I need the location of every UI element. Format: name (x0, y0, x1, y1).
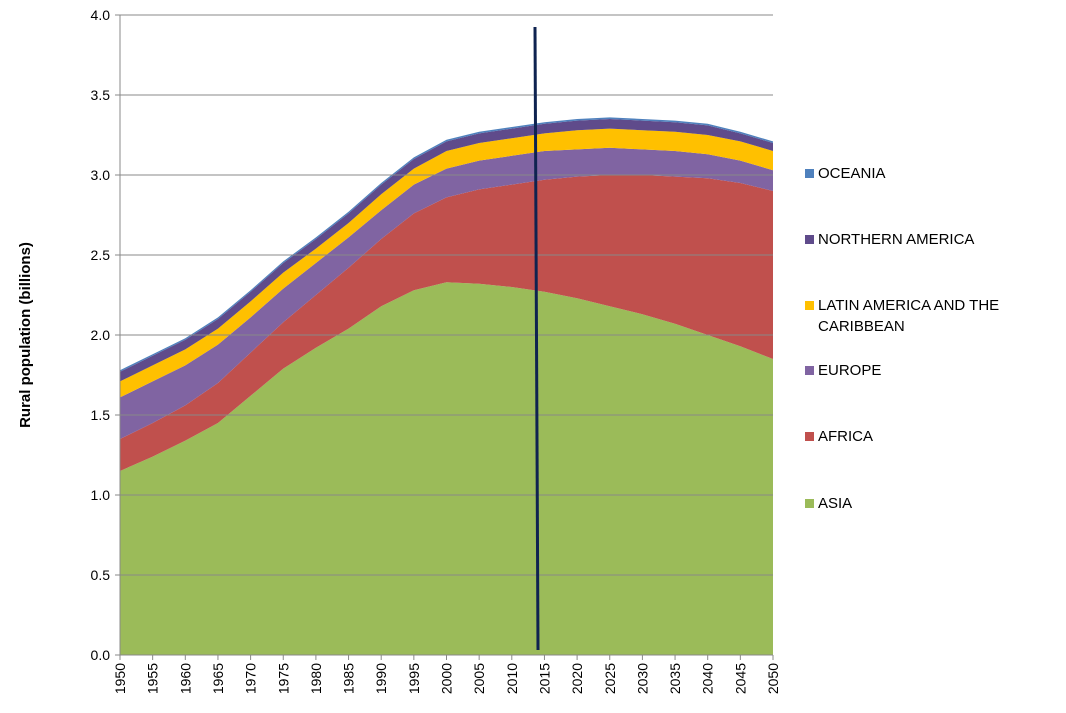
legend-entry: OCEANIA (805, 163, 1066, 184)
x-tick-label: 1950 (112, 663, 128, 694)
legend-entry: AFRICA (805, 426, 1066, 447)
legend-swatch (805, 366, 814, 375)
area (120, 175, 773, 471)
legend-label: OCEANIA (818, 165, 886, 182)
legend-entry: EUROPE (805, 360, 1066, 381)
y-axis-label: Rural population (billions) (17, 242, 34, 428)
x-tick-label: 2050 (765, 663, 781, 694)
areas (120, 117, 773, 655)
y-tick-label: 3.5 (91, 87, 111, 103)
x-tick-label: 1995 (406, 663, 422, 694)
legend-entry: ASIA (805, 493, 1066, 514)
x-tick-label: 1990 (373, 663, 389, 694)
x-tick-label: 1970 (243, 663, 259, 694)
x-tick-label: 2040 (700, 663, 716, 694)
y-tick-label: 4.0 (91, 7, 111, 23)
x-tick-label: 2025 (602, 663, 618, 694)
y-tick-label: 1.0 (91, 487, 111, 503)
legend-swatch (805, 301, 814, 310)
x-tick-label: 1980 (308, 663, 324, 694)
legend-entry: NORTHERN AMERICA (805, 229, 1066, 250)
legend-label: NORTHERN AMERICA (818, 231, 975, 248)
area (120, 282, 773, 655)
y-tick-label: 3.0 (91, 167, 111, 183)
legend-label: LATIN AMERICA AND THE CARIBBEAN (818, 297, 1000, 335)
legend-swatch (805, 432, 814, 441)
y-tick-label: 0.0 (91, 647, 111, 663)
x-tick-label: 2030 (634, 663, 650, 694)
area (120, 147, 773, 440)
x-tick-label: 2000 (439, 663, 455, 694)
x-tick-label: 1975 (275, 663, 291, 694)
x-tick-label: 2010 (504, 663, 520, 694)
legend-label: EUROPE (818, 362, 882, 379)
legend-swatch (805, 499, 814, 508)
x-tick-label: 1965 (210, 663, 226, 694)
x-tick-label: 2045 (732, 663, 748, 694)
y-tick-label: 2.0 (91, 327, 111, 343)
x-tick-label: 1955 (145, 663, 161, 694)
legend-swatch (805, 235, 814, 244)
x-tick-label: 2005 (471, 663, 487, 694)
y-tick-label: 2.5 (91, 247, 111, 263)
legend-entry: LATIN AMERICA AND THE CARIBBEAN (805, 295, 1066, 337)
x-tick-label: 1985 (341, 663, 357, 694)
x-tick-label: 2020 (569, 663, 585, 694)
legend-swatch (805, 169, 814, 178)
x-tick-label: 1960 (177, 663, 193, 694)
y-tick-label: 0.5 (91, 567, 111, 583)
reference-line (533, 26, 540, 651)
legend-label: ASIA (818, 495, 853, 512)
x-tick-label: 2035 (667, 663, 683, 694)
legend-label: AFRICA (818, 428, 874, 445)
x-tick-label: 2015 (536, 663, 552, 694)
y-tick-label: 1.5 (91, 407, 111, 423)
